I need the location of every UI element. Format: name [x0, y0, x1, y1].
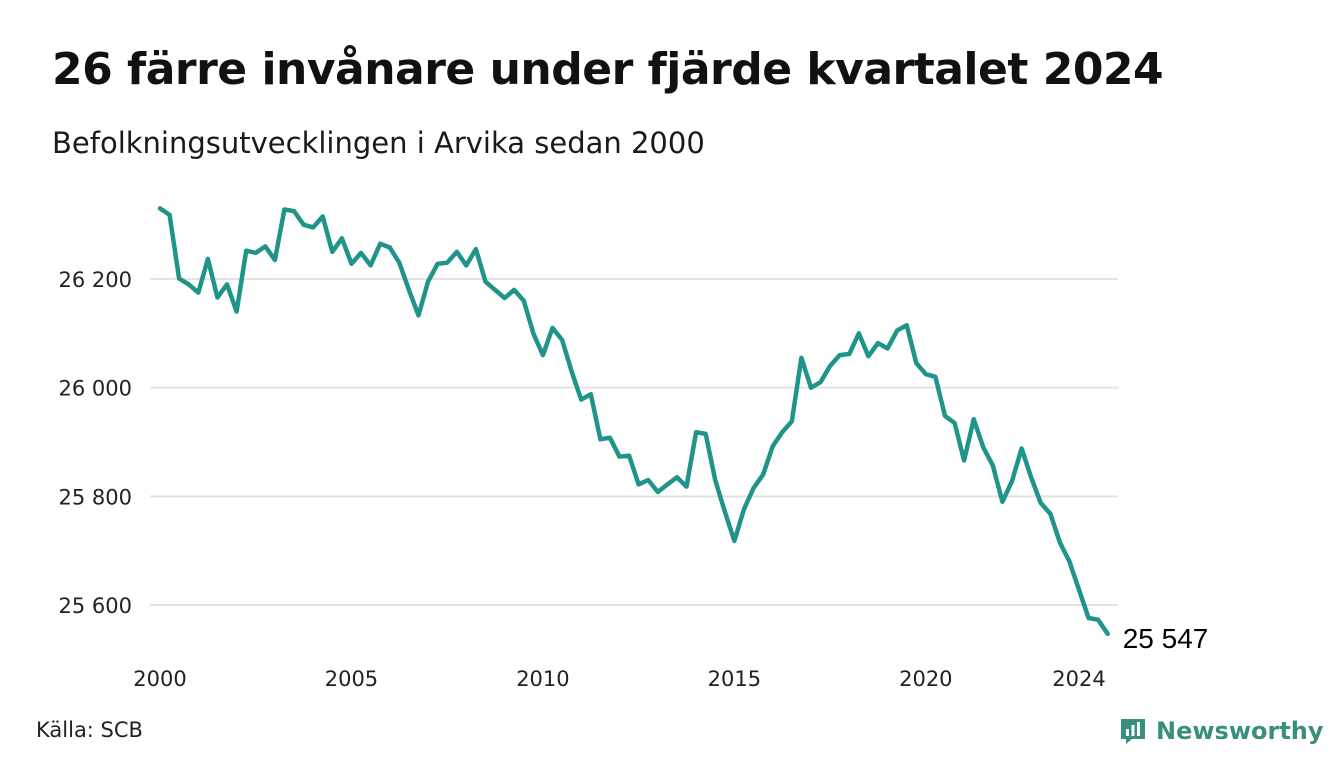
- y-tick-label: 26 000: [59, 377, 132, 401]
- y-axis-ticks: 25 600 25 800 26 000 26 200: [59, 268, 132, 618]
- brand-chart-icon: [1121, 719, 1145, 744]
- x-tick-label: 2020: [899, 667, 952, 691]
- source-note: Källa: SCB: [36, 718, 143, 742]
- x-tick-label: 2010: [516, 667, 569, 691]
- x-tick-label: 2015: [708, 667, 761, 691]
- gridlines: [150, 278, 1118, 606]
- x-tick-label: 2000: [133, 667, 186, 691]
- chart-title: 26 färre invånare under fjärde kvartalet…: [52, 44, 1164, 95]
- y-tick-label: 26 200: [59, 268, 132, 292]
- y-tick-label: 25 800: [59, 485, 132, 509]
- newsworthy-logo: Newsworthy: [1118, 714, 1324, 748]
- brand-name: Newsworthy: [1156, 717, 1324, 745]
- y-tick-label: 25 600: [59, 594, 132, 618]
- chart-subtitle: Befolkningsutvecklingen i Arvika sedan 2…: [52, 126, 705, 160]
- series-line-population: [157, 206, 1110, 637]
- x-tick-label: 2024: [1052, 667, 1105, 691]
- x-axis-ticks: 2000 2005 2010 2015 2020 2024: [133, 667, 1105, 691]
- x-tick-label: 2005: [325, 667, 378, 691]
- end-value-label: 25 547: [1123, 623, 1209, 654]
